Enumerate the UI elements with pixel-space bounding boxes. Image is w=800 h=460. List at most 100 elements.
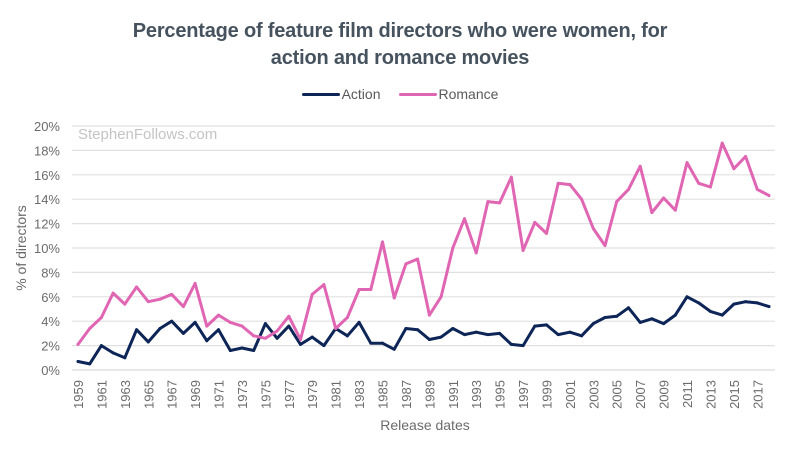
data-point-romance	[568, 183, 572, 187]
data-point-action	[533, 324, 537, 328]
data-point-romance	[439, 295, 443, 299]
x-tick-label: 1969	[188, 380, 203, 409]
data-point-action	[615, 314, 619, 318]
data-point-action	[357, 320, 361, 324]
data-point-romance	[322, 283, 326, 287]
data-point-romance	[111, 291, 115, 295]
data-point-action	[544, 323, 548, 327]
x-tick-label: 2011	[680, 380, 695, 408]
x-tick-label: 2005	[610, 380, 625, 409]
data-point-action	[451, 327, 455, 331]
y-tick-label: 8%	[41, 265, 60, 280]
x-tick-label: 1977	[282, 380, 297, 409]
watermark: StephenFollows.com	[78, 126, 217, 143]
data-point-romance	[252, 334, 256, 338]
legend-item-romance[interactable]: Romance	[398, 86, 499, 102]
data-point-action	[486, 333, 490, 337]
data-point-action	[697, 301, 701, 305]
y-tick-label: 4%	[41, 314, 60, 329]
data-point-romance	[205, 324, 209, 328]
x-tick-label: 2003	[586, 380, 601, 409]
x-tick-label: 1971	[212, 380, 227, 409]
data-point-action	[299, 342, 303, 346]
data-point-romance	[240, 324, 244, 328]
data-point-romance	[580, 197, 584, 201]
data-point-romance	[767, 194, 771, 198]
data-point-action	[755, 301, 759, 305]
data-point-romance	[626, 187, 630, 191]
data-point-romance	[544, 231, 548, 235]
data-point-romance	[427, 313, 431, 317]
data-point-romance	[474, 251, 478, 255]
data-point-romance	[638, 164, 642, 168]
x-tick-label: 1995	[493, 380, 508, 409]
data-point-action	[111, 351, 115, 355]
data-point-romance	[170, 292, 174, 296]
x-tick-label: 1989	[422, 380, 437, 409]
data-point-romance	[369, 287, 373, 291]
data-point-romance	[392, 296, 396, 300]
x-tick-label: 1981	[329, 380, 344, 409]
data-point-romance	[697, 181, 701, 185]
x-tick-label: 2001	[563, 380, 578, 409]
data-point-romance	[310, 292, 314, 296]
data-point-romance	[135, 285, 139, 289]
data-point-action	[509, 342, 513, 346]
y-tick-label: 0%	[41, 363, 60, 378]
data-point-action	[76, 359, 80, 363]
data-point-romance	[404, 262, 408, 266]
data-point-action	[556, 333, 560, 337]
data-point-action	[99, 344, 103, 348]
data-point-action	[170, 319, 174, 323]
x-tick-label: 1963	[118, 380, 133, 409]
y-axis-ticks: 0% 2% 4% 6% 8% 10% 12% 14% 16% 18% 20%	[34, 119, 60, 378]
data-point-action	[662, 322, 666, 326]
data-point-action	[462, 333, 466, 337]
data-point-action	[720, 313, 724, 317]
data-point-action	[240, 346, 244, 350]
data-point-romance	[345, 316, 349, 320]
x-tick-label: 1997	[516, 380, 531, 409]
data-point-romance	[146, 300, 150, 304]
y-tick-label: 14%	[34, 192, 60, 207]
y-axis-title: % of directors	[13, 205, 29, 291]
data-point-action	[123, 356, 127, 360]
data-point-romance	[99, 316, 103, 320]
data-point-action	[603, 316, 607, 320]
legend-item-action[interactable]: Action	[301, 86, 381, 102]
series-lines	[76, 141, 771, 366]
data-point-action	[228, 348, 232, 352]
x-tick-label: 1983	[352, 380, 367, 409]
x-tick-label: 1967	[165, 380, 180, 409]
data-point-action	[217, 328, 221, 332]
data-point-romance	[88, 327, 92, 331]
y-tick-label: 20%	[34, 119, 60, 134]
data-point-action	[205, 339, 209, 343]
data-point-action	[439, 335, 443, 339]
data-point-romance	[228, 320, 232, 324]
x-tick-label: 2017	[750, 380, 765, 409]
data-point-romance	[755, 187, 759, 191]
chart-title-line-2: action and romance movies	[270, 47, 530, 69]
data-point-romance	[521, 248, 525, 252]
data-point-action	[591, 322, 595, 326]
x-tick-label: 2009	[657, 380, 672, 409]
data-point-action	[146, 340, 150, 344]
data-point-action	[650, 317, 654, 321]
series-line-romance	[76, 141, 771, 346]
data-point-action	[568, 330, 572, 334]
data-point-romance	[381, 240, 385, 244]
x-tick-label: 1991	[446, 380, 461, 409]
data-point-action	[392, 347, 396, 351]
y-tick-label: 18%	[34, 143, 60, 158]
x-tick-label: 1987	[399, 380, 414, 409]
y-tick-label: 16%	[34, 168, 60, 183]
data-point-romance	[299, 338, 303, 341]
data-point-romance	[708, 185, 712, 189]
data-point-romance	[193, 281, 197, 285]
data-point-action	[673, 313, 677, 317]
data-point-romance	[732, 167, 736, 171]
data-point-action	[252, 348, 256, 352]
legend-label-romance: Romance	[438, 86, 499, 102]
